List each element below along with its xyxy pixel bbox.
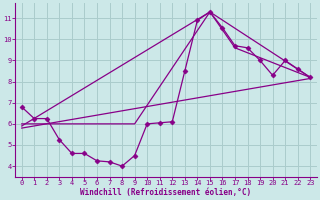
X-axis label: Windchill (Refroidissement éolien,°C): Windchill (Refroidissement éolien,°C) xyxy=(80,188,252,197)
